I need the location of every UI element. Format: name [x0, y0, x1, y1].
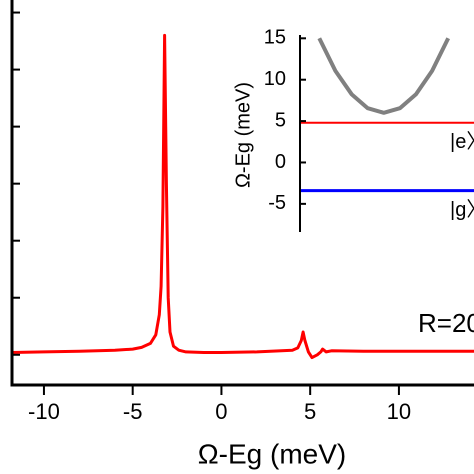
annotation: R=20 — [418, 308, 474, 338]
x-tick-label: -5 — [123, 399, 143, 424]
inset-y-axis-label: Ω-Eg (meV) — [232, 82, 254, 188]
inset-y-tick-label: 10 — [264, 68, 286, 90]
x-tick-label: 5 — [304, 399, 316, 424]
inset-y-tick-label: 5 — [275, 109, 286, 131]
x-tick-label: 10 — [387, 399, 411, 424]
x-tick-label: -10 — [28, 399, 60, 424]
inset-y-tick-label: 15 — [264, 27, 286, 49]
line-series — [11, 33, 474, 360]
inset-y-tick-label: 0 — [275, 151, 286, 173]
level-label: |g〉 — [450, 199, 474, 221]
line-series — [317, 37, 450, 115]
x-axis-label: Ω-Eg (meV) — [198, 438, 347, 469]
inset-y-tick-label: -5 — [268, 192, 286, 214]
x-tick-label: 0 — [215, 399, 227, 424]
level-label: |e〉 — [450, 131, 474, 153]
